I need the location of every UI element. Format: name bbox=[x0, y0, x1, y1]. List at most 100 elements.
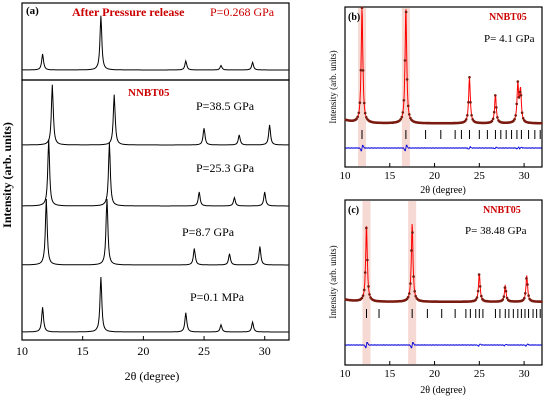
panel-b-label: (b) bbox=[348, 12, 360, 23]
observed-point bbox=[365, 116, 368, 119]
observed-point bbox=[409, 282, 412, 285]
observed-point bbox=[468, 76, 471, 79]
observed-point bbox=[540, 300, 543, 304]
observed-point bbox=[363, 111, 367, 115]
observed-point bbox=[524, 292, 527, 295]
observed-point bbox=[413, 290, 417, 293]
observed-point bbox=[361, 69, 365, 72]
panel-a-x-axis-label: 2θ (degree) bbox=[125, 369, 180, 383]
observed-point bbox=[401, 111, 405, 114]
panel-a-x-ticks: 10 15 20 25 30 bbox=[16, 336, 271, 358]
x-tick-label: 15 bbox=[384, 170, 396, 182]
after-release-pressure: P=0.268 GPa bbox=[210, 5, 275, 19]
observed-point bbox=[355, 117, 358, 120]
observed-point bbox=[414, 294, 418, 298]
panel-b-x-ticks: 10 15 20 25 30 bbox=[340, 163, 530, 182]
calculated-profile bbox=[345, 8, 542, 124]
observed-point bbox=[503, 286, 507, 289]
observed-point bbox=[470, 114, 473, 117]
observed-point bbox=[402, 99, 406, 102]
panel-a: 10 15 20 25 30 (a) After Pressure release P=… bbox=[0, 2, 290, 383]
observed-point bbox=[360, 296, 364, 300]
observed-point bbox=[521, 117, 525, 120]
observed-point bbox=[362, 288, 366, 292]
x-tick-label: 15 bbox=[77, 344, 89, 358]
difference-curve bbox=[345, 341, 542, 349]
observed-point bbox=[356, 115, 360, 119]
observed-point bbox=[412, 275, 415, 278]
observed-point bbox=[410, 249, 413, 252]
trace-label-0-1: P=0.1 MPa bbox=[190, 290, 245, 304]
observed-point bbox=[494, 94, 497, 97]
observed-point bbox=[360, 6, 364, 10]
xrd-trace bbox=[22, 198, 289, 266]
observed-point bbox=[540, 121, 543, 125]
observed-point bbox=[367, 285, 370, 288]
x-tick-label: 20 bbox=[137, 344, 149, 358]
observed-point bbox=[480, 294, 483, 298]
x-tick-label: 10 bbox=[340, 170, 352, 182]
observed-point bbox=[365, 226, 368, 230]
observed-point bbox=[525, 277, 528, 280]
observed-point bbox=[403, 59, 407, 62]
panel-b: 10 15 20 25 30 (b) NNBT05 P= 4.1 GPa Intensi… bbox=[328, 6, 543, 196]
trace-label-8-7: P=8.7 GPa bbox=[182, 225, 235, 239]
x-tick-label: 25 bbox=[198, 344, 210, 358]
xrd-trace bbox=[22, 139, 289, 207]
observed-point bbox=[362, 101, 366, 105]
panel-c-label: (c) bbox=[348, 205, 359, 216]
observed-point bbox=[515, 102, 518, 106]
panel-c-x-axis-label: 2θ (degree) bbox=[420, 385, 466, 396]
observed-point bbox=[513, 117, 516, 121]
x-tick-label: 15 bbox=[384, 368, 396, 380]
x-tick-label: 20 bbox=[429, 170, 441, 182]
observed-point bbox=[502, 295, 506, 298]
panel-a-main-frame bbox=[21, 79, 290, 341]
xrd-trace bbox=[22, 15, 289, 71]
xrd-trace bbox=[22, 276, 289, 333]
panel-b-y-axis-label: Intensity (arb. units) bbox=[328, 50, 338, 123]
panel-c-x-ticks: 10 15 20 25 30 bbox=[340, 361, 531, 380]
observed-point bbox=[519, 94, 523, 97]
observed-point bbox=[464, 118, 468, 121]
observed-point bbox=[404, 10, 408, 14]
panel-b-sample-name: NNBT05 bbox=[489, 12, 527, 23]
x-tick-label: 30 bbox=[519, 368, 531, 380]
observed-point bbox=[491, 117, 495, 121]
observed-point bbox=[504, 289, 508, 293]
x-tick-label: 25 bbox=[474, 368, 486, 380]
x-tick-label: 10 bbox=[16, 344, 28, 358]
observed-point bbox=[490, 119, 494, 123]
observed-point bbox=[520, 111, 524, 114]
panel-b-frame bbox=[344, 6, 543, 168]
observed-point bbox=[363, 271, 367, 274]
x-tick-label: 30 bbox=[259, 344, 271, 358]
peak-highlight bbox=[362, 201, 371, 364]
observed-point bbox=[358, 101, 362, 104]
trace-label-38-5: P=38.5 GPa bbox=[196, 99, 255, 113]
peak-highlight bbox=[358, 8, 367, 166]
observed-point bbox=[476, 289, 480, 293]
difference-curve bbox=[345, 144, 542, 152]
observed-point bbox=[492, 110, 496, 114]
observed-point bbox=[406, 295, 410, 299]
observed-point bbox=[467, 101, 470, 104]
xrd-trace bbox=[22, 84, 289, 146]
peak-highlight bbox=[408, 201, 417, 364]
observed-point bbox=[526, 283, 529, 286]
observed-point bbox=[411, 231, 414, 234]
x-tick-label: 25 bbox=[474, 170, 486, 182]
observed-point bbox=[359, 68, 363, 72]
panel-c: 10 15 20 25 30 (c) NNBT05 P= 38.48 GPa Inten… bbox=[328, 199, 543, 396]
observed-point bbox=[400, 115, 404, 119]
panel-b-pressure: P= 4.1 GPa bbox=[484, 33, 535, 45]
observed-point bbox=[366, 258, 369, 262]
observed-point bbox=[518, 90, 522, 94]
observed-point bbox=[517, 95, 521, 99]
panel-a-sample-name: NNBT05 bbox=[128, 87, 170, 99]
peak-highlight bbox=[401, 8, 410, 166]
panel-c-y-axis-label: Intensity (arb. units) bbox=[328, 245, 338, 318]
panel-c-pressure: P= 38.48 GPa bbox=[465, 225, 527, 237]
observed-point bbox=[514, 114, 517, 117]
